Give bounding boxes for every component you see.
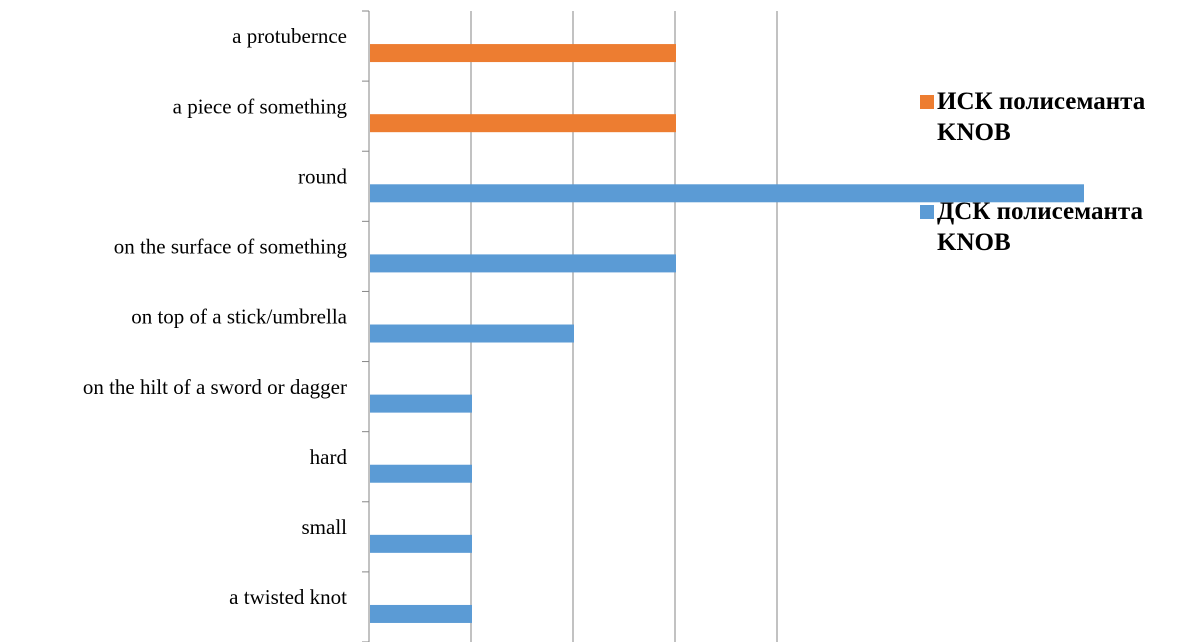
category-label: a protubernce (232, 24, 347, 48)
legend-swatch-dsk (920, 205, 934, 219)
legend-label-isk: ИСК полисеманта KNOB (937, 88, 1146, 146)
legend-item-dsk: ДСК полисеманта KNOB (920, 196, 1188, 258)
bar-dsk-5 (370, 394, 472, 413)
category-label: a twisted knot (229, 585, 347, 609)
category-label: on the surface of something (114, 235, 348, 259)
category-label: small (302, 515, 348, 539)
bar-isk-0 (370, 44, 676, 63)
category-labels: a protubernce a piece of something round on… (83, 24, 348, 609)
bar-dsk-7 (370, 534, 472, 553)
legend: ИСК полисеманта KNOB ДСК полисеманта KNO… (920, 86, 1188, 306)
legend-item-isk: ИСК полисеманта KNOB (920, 86, 1188, 148)
bar-dsk-6 (370, 464, 472, 483)
bars (370, 44, 1084, 623)
bar-dsk-8 (370, 604, 472, 623)
category-axis (362, 10, 370, 642)
legend-swatch-isk (920, 95, 934, 109)
category-label: hard (310, 445, 348, 469)
bar-dsk-2 (370, 184, 1084, 203)
bar-dsk-3 (370, 254, 676, 273)
category-label: a piece of something (173, 94, 348, 118)
category-label: round (298, 164, 347, 188)
bar-dsk-4 (370, 324, 574, 343)
bar-isk-1 (370, 114, 676, 133)
legend-label-dsk: ДСК полисеманта KNOB (937, 198, 1143, 256)
category-label: on top of a stick/umbrella (131, 305, 347, 329)
category-label: on the hilt of a sword or dagger (83, 375, 347, 399)
